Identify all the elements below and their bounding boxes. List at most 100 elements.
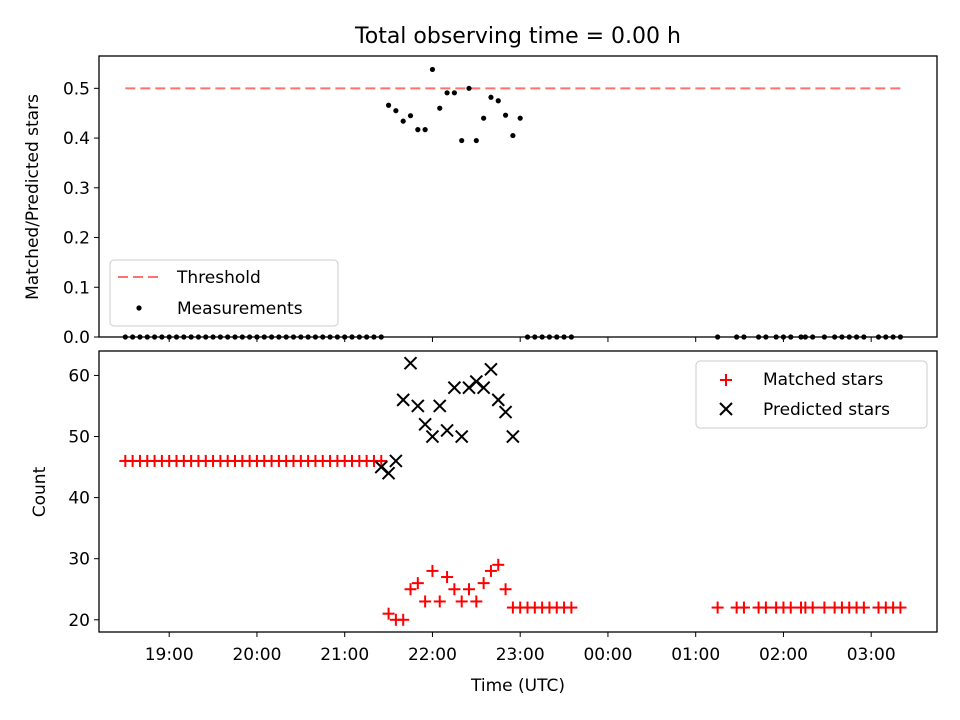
bottom-axes-frame: [98, 350, 938, 633]
bottom-x-axis-label: Time (UTC): [470, 676, 565, 696]
matched-star-point: [433, 595, 446, 608]
top-y-tick-label: 0.2: [63, 229, 90, 249]
bottom-x-tick-label: 03:00: [847, 645, 896, 665]
predicted-star-point: [389, 454, 403, 468]
bottom-y-axis-label: Count: [30, 466, 50, 517]
top-panel: 0.0 0.1 0.2 0.3 0.4 0.5 Matched/Predicted sta…: [23, 55, 938, 348]
matched-star-point: [818, 601, 831, 614]
measurement-point: [473, 137, 479, 144]
measurement-point: [437, 105, 443, 111]
top-x-ticks: [168, 337, 872, 342]
predicted-star-point: [440, 423, 454, 438]
measurement-point: [459, 137, 465, 144]
measurement-point: [488, 94, 494, 100]
legend-matched-marker: [720, 374, 732, 386]
top-y-tick-label: 0.1: [63, 278, 90, 298]
matched-star-point: [806, 601, 819, 614]
matched-star-point: [426, 564, 439, 577]
predicted-star-point: [425, 429, 440, 444]
figure-title: Total observing time = 0.00 h: [354, 24, 681, 49]
bottom-x-tick-label: 02:00: [759, 645, 808, 665]
measurement-point: [510, 132, 516, 139]
matched-star-point: [470, 595, 483, 608]
bottom-y-tick-label: 40: [68, 489, 90, 509]
matched-star-point: [894, 601, 907, 614]
bottom-x-tick-label: 23:00: [496, 645, 545, 665]
bottom-x-tick-label: 00:00: [583, 645, 632, 665]
predicted-star-point: [381, 466, 396, 480]
top-legend-box: [109, 259, 339, 327]
matched-star-point: [455, 595, 468, 608]
matched-star-point: [759, 601, 772, 614]
matched-star-point: [411, 577, 424, 590]
bottom-y-tick-label: 50: [68, 428, 90, 448]
matched-star-point: [565, 601, 578, 614]
predicted-star-point: [418, 417, 432, 432]
measurement-point: [502, 112, 509, 118]
predicted-star-point: [476, 380, 491, 395]
matched-star-point: [492, 558, 505, 571]
bottom-x-tick-label: 19:00: [145, 645, 194, 665]
predicted-star-point: [484, 362, 498, 377]
measurement-point: [444, 90, 450, 96]
legend-predicted-label: Predicted stars: [763, 400, 890, 420]
matched-star-point: [419, 595, 432, 608]
matched-star-point: [737, 601, 750, 614]
measurement-point: [517, 115, 523, 121]
measurement-point: [407, 113, 414, 119]
measurement-point: [481, 115, 487, 121]
measurement-point: [393, 108, 399, 114]
matched-star-point: [382, 607, 395, 620]
predicted-star-point: [433, 399, 447, 413]
matched-star-point: [484, 564, 497, 577]
measurement-point: [400, 118, 406, 124]
measurement-point: [422, 127, 428, 133]
matched-star-point: [397, 613, 410, 626]
legend-predicted-marker: [719, 402, 733, 416]
measurement-point: [451, 90, 457, 96]
top-y-ticks: 0.0 0.1 0.2 0.3 0.4 0.5: [63, 79, 99, 348]
bottom-legend-box: [695, 360, 928, 429]
predicted-star-point: [498, 405, 513, 419]
bottom-y-ticks: 20 30 40 50 60: [68, 366, 99, 631]
measurement-point: [415, 127, 421, 133]
predicted-star-point: [411, 399, 425, 413]
matched-star-point: [857, 601, 870, 614]
predicted-star-point: [491, 393, 505, 407]
matched-star-point: [404, 583, 417, 596]
predicted-star-point: [403, 356, 418, 370]
predicted-star-point: [454, 429, 469, 444]
bottom-x-tick-label: 01:00: [671, 645, 720, 665]
matched-star-point: [463, 583, 476, 596]
top-y-tick-label: 0.0: [63, 328, 90, 348]
legend-measurements-marker: [136, 305, 142, 311]
top-y-tick-label: 0.4: [63, 129, 90, 149]
measurement-point: [495, 98, 501, 104]
bottom-y-tick-label: 60: [68, 366, 90, 386]
bottom-y-tick-label: 20: [68, 611, 90, 631]
legend-threshold-label: Threshold: [176, 268, 261, 288]
bottom-plot-area: [119, 356, 907, 626]
matched-star-point: [477, 577, 490, 590]
bottom-x-tick-label: 21:00: [320, 645, 369, 665]
measurement-point: [466, 85, 472, 91]
top-y-tick-label: 0.5: [63, 79, 90, 99]
bottom-legend: Matched stars Predicted stars: [695, 360, 928, 429]
predicted-star-point: [396, 393, 410, 407]
predicted-star-point: [447, 380, 462, 395]
matched-star-point: [375, 454, 388, 467]
predicted-star-point: [506, 429, 520, 444]
measurement-point: [385, 102, 392, 108]
top-axes-frame: [98, 55, 938, 338]
legend-matched-label: Matched stars: [763, 370, 883, 390]
matched-star-point: [448, 583, 461, 596]
matched-star-point: [441, 571, 454, 584]
matched-star-point: [499, 583, 512, 596]
matched-star-point: [784, 601, 797, 614]
top-y-tick-label: 0.3: [63, 179, 90, 199]
top-legend: Threshold Measurements: [109, 259, 339, 327]
bottom-panel: 20 30 40 50 60 19:00 20:00 21:00 22:00 23:00 00:0…: [30, 350, 938, 696]
bottom-x-tick-label: 20:00: [232, 645, 281, 665]
matched-star-point: [711, 601, 724, 614]
